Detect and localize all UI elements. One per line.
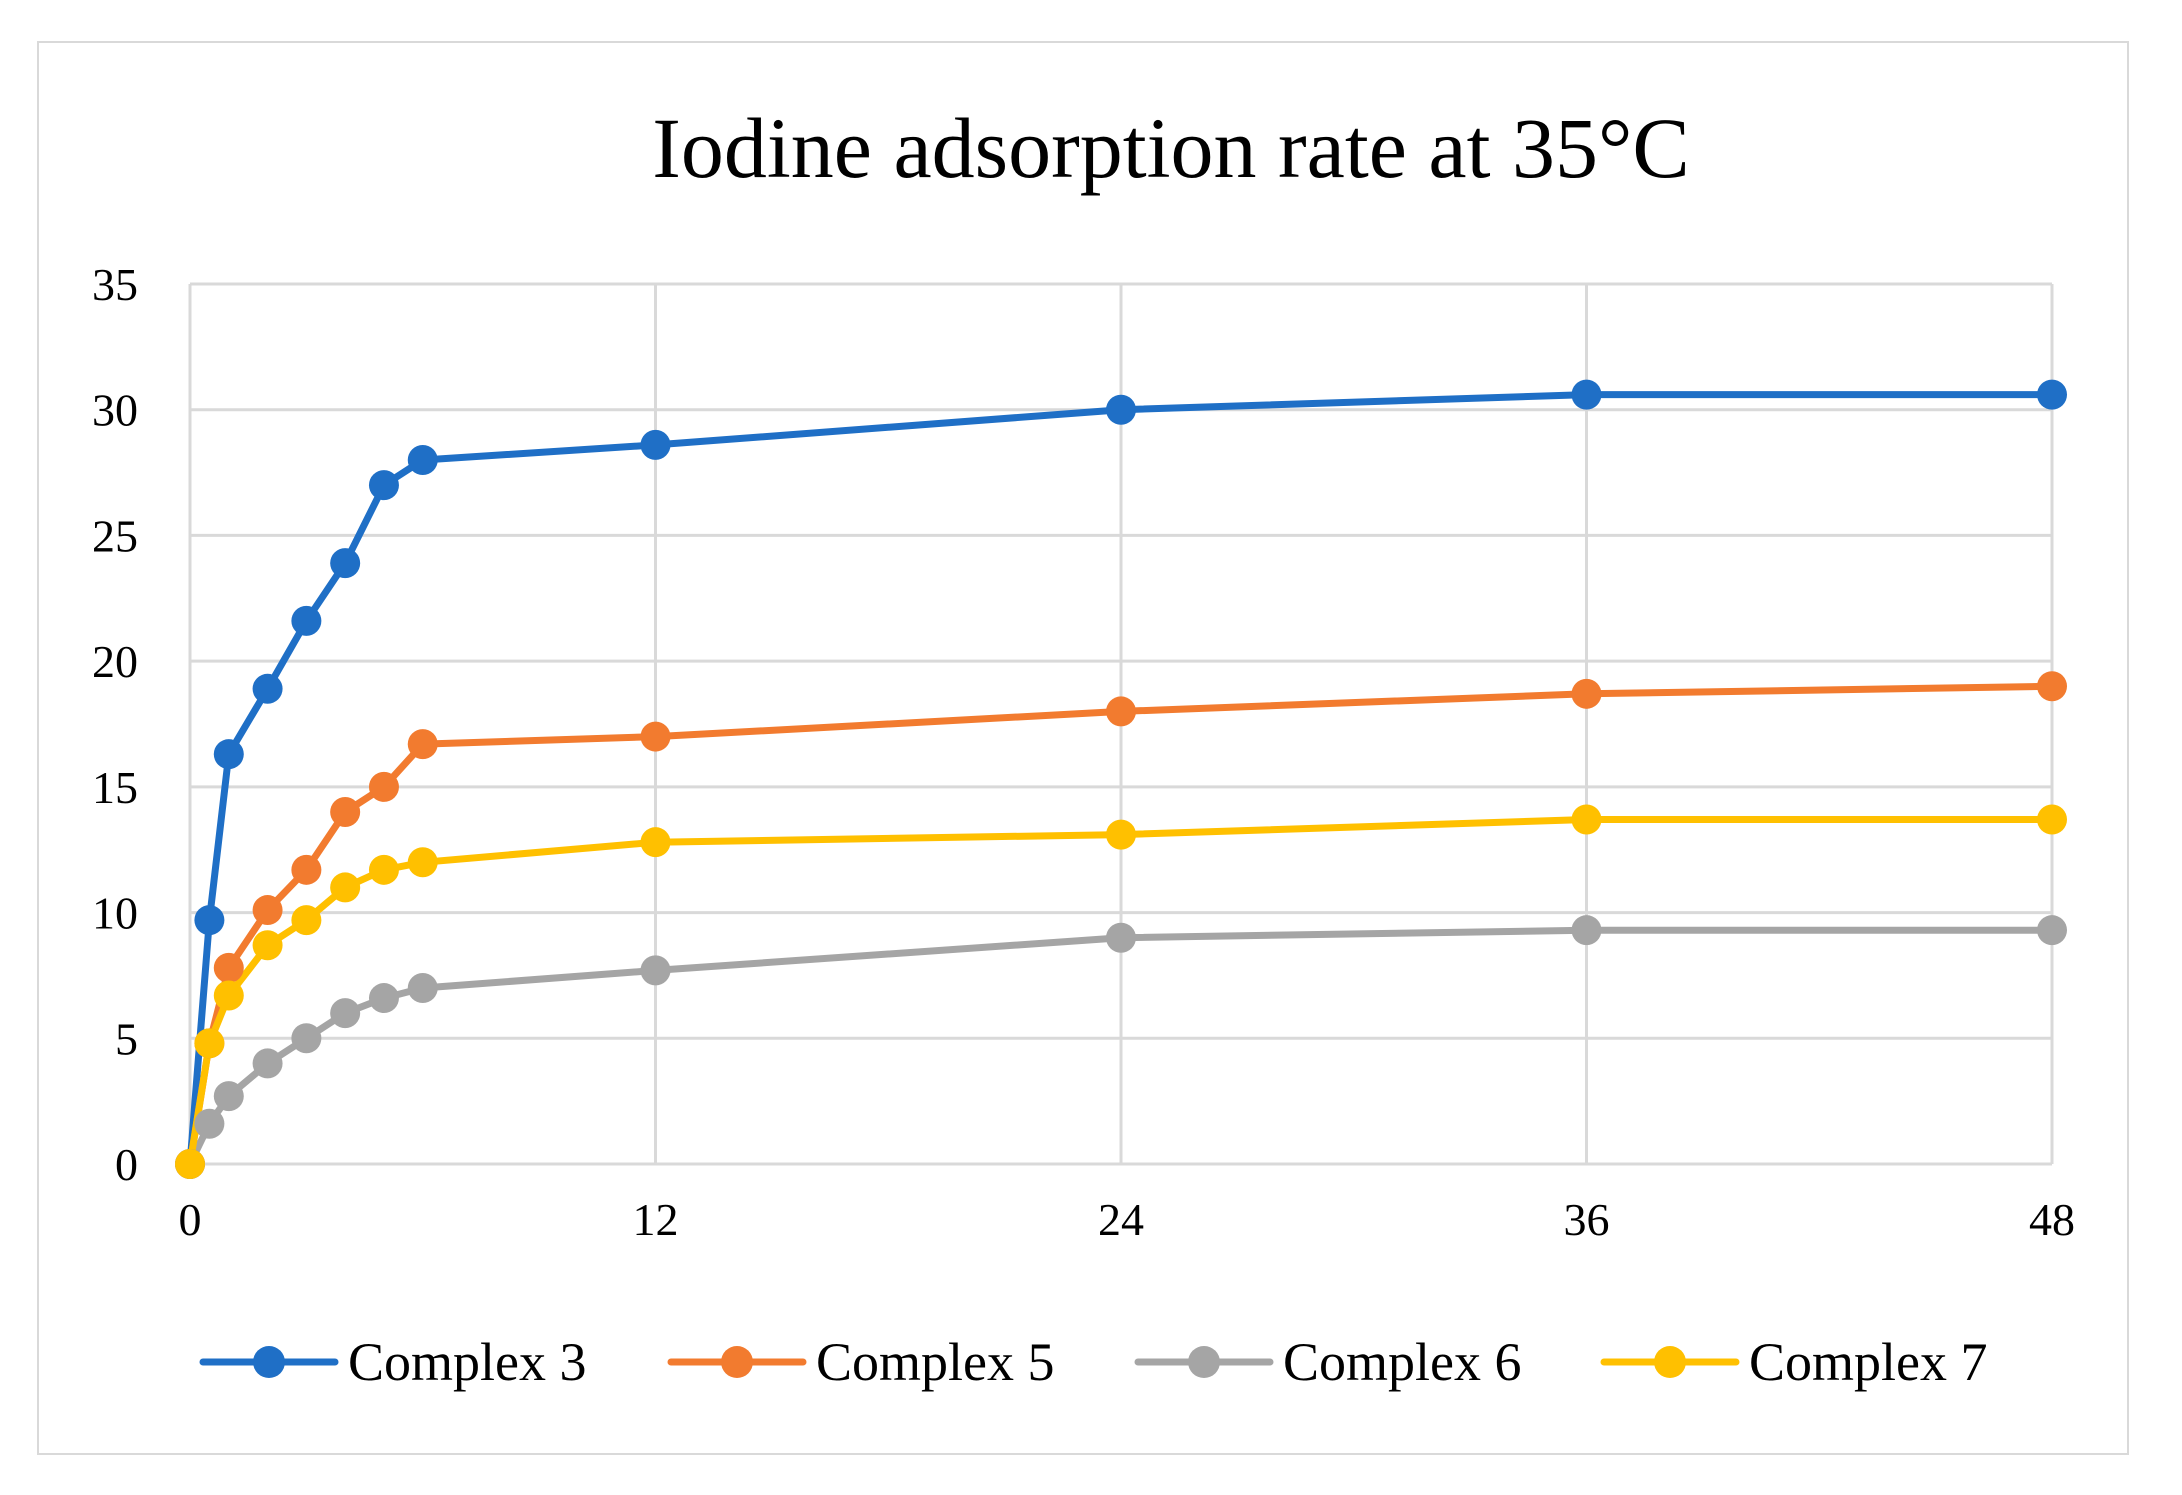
data-point-complex-3: [368, 470, 399, 501]
y-tick-label: 35: [92, 259, 138, 310]
data-point-complex-5: [2037, 671, 2067, 702]
y-tick-label: 30: [92, 385, 138, 436]
data-point-complex-5: [1106, 696, 1136, 727]
series-line-complex-3: [186, 391, 2056, 1168]
y-tick-label: 20: [92, 636, 138, 687]
data-point-complex-7: [407, 847, 438, 878]
data-point-complex-6: [330, 998, 361, 1029]
series-layer: [175, 379, 2067, 1179]
data-point-complex-3: [252, 673, 283, 704]
data-point-complex-7: [330, 872, 361, 903]
data-point-complex-6: [1571, 915, 1602, 946]
data-point-complex-6: [252, 1048, 283, 1079]
data-point-complex-6: [2037, 915, 2067, 946]
data-point-complex-5: [252, 895, 283, 926]
y-tick-label: 15: [92, 762, 138, 813]
data-point-complex-6: [194, 1108, 225, 1139]
tick-layer: 0 5 10 15 20 25 30 35 0 12 24 36 48: [92, 259, 2075, 1245]
legend-layer: Complex 3 Complex 5 Complex 6 Complex 7: [199, 1332, 1988, 1392]
legend-label: Complex 5: [816, 1332, 1055, 1392]
data-point-complex-7: [1106, 819, 1136, 850]
data-point-complex-5: [1571, 678, 1602, 709]
x-tick-label: 0: [179, 1194, 202, 1245]
x-tick-label: 48: [2029, 1194, 2075, 1245]
y-tick-label: 25: [92, 510, 138, 561]
data-point-complex-7: [2037, 804, 2067, 835]
data-point-complex-7: [291, 905, 322, 936]
data-point-complex-3: [2037, 379, 2067, 410]
data-point-complex-5: [330, 797, 361, 827]
data-point-complex-3: [640, 429, 671, 460]
data-point-complex-7: [194, 1028, 225, 1059]
data-point-complex-6: [407, 973, 438, 1003]
legend-swatch-marker: [253, 1346, 285, 1378]
legend-swatch-marker: [721, 1346, 753, 1378]
data-point-complex-6: [368, 983, 399, 1014]
data-point-complex-3: [1571, 379, 1602, 410]
data-point-complex-6: [291, 1023, 322, 1054]
legend-label: Complex 3: [348, 1332, 587, 1392]
data-point-complex-3: [291, 605, 322, 636]
data-point-complex-3: [330, 548, 361, 579]
data-point-complex-3: [407, 445, 438, 475]
data-point-complex-5: [640, 721, 671, 752]
data-point-complex-6: [213, 1081, 244, 1112]
data-point-complex-7: [213, 980, 244, 1011]
data-point-complex-5: [368, 771, 399, 802]
data-point-complex-7: [368, 854, 399, 885]
data-point-complex-7: [640, 827, 671, 858]
data-point-complex-3: [213, 739, 244, 770]
data-point-complex-7: [1571, 804, 1602, 835]
data-point-complex-7: [252, 930, 283, 961]
data-point-complex-5: [407, 729, 438, 760]
legend-swatch-marker: [1654, 1346, 1686, 1378]
x-tick-label: 24: [1098, 1194, 1144, 1245]
chart-title: Iodine adsorption rate at 35°C: [652, 100, 1689, 196]
data-point-complex-7: [175, 1149, 205, 1179]
chart-frame: [37, 41, 2129, 1455]
y-tick-label: 10: [92, 888, 138, 939]
x-tick-label: 36: [1564, 1194, 1610, 1245]
data-point-complex-3: [194, 905, 225, 936]
data-point-complex-5: [291, 854, 322, 885]
legend-label: Complex 7: [1749, 1332, 1988, 1392]
data-point-complex-6: [640, 955, 671, 986]
legend-swatch-marker: [1188, 1346, 1220, 1378]
y-tick-label: 5: [115, 1013, 138, 1064]
y-tick-label: 0: [115, 1139, 138, 1190]
data-point-complex-3: [1106, 394, 1136, 425]
data-point-complex-6: [1106, 922, 1136, 953]
data-point-complex-5: [213, 952, 244, 983]
x-tick-label: 12: [633, 1194, 679, 1245]
legend-label: Complex 6: [1283, 1332, 1522, 1392]
